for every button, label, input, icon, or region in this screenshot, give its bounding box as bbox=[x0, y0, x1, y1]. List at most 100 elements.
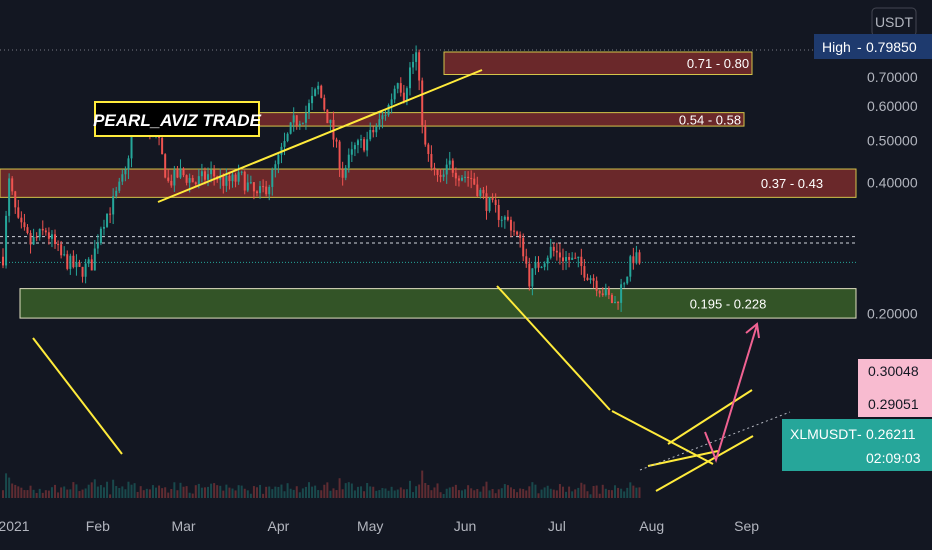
price-axis[interactable]: 0.70000 0.60000 0.50000 0.40000 0.20000 bbox=[867, 69, 918, 321]
volume-bar bbox=[540, 489, 543, 498]
candle-body bbox=[525, 256, 528, 264]
candle-body bbox=[283, 141, 286, 147]
forecast-arrow bbox=[704, 324, 758, 464]
candle-body bbox=[629, 256, 632, 277]
volume-bar bbox=[219, 485, 222, 498]
volume-bar bbox=[436, 483, 439, 498]
candle-body bbox=[112, 196, 115, 215]
volume-bar bbox=[32, 489, 35, 498]
volume-bar bbox=[286, 483, 289, 498]
volume-bar bbox=[197, 483, 200, 498]
volume-bar bbox=[54, 484, 57, 498]
candle-body bbox=[11, 178, 14, 192]
volume-bar bbox=[69, 489, 72, 498]
volume-bar bbox=[121, 486, 124, 498]
volume-bar bbox=[405, 489, 408, 498]
volume-bar bbox=[555, 490, 558, 498]
zone-3 bbox=[19, 288, 857, 319]
volume-bar bbox=[148, 489, 151, 498]
volume-bar bbox=[586, 491, 589, 498]
volume-bar bbox=[577, 487, 580, 498]
volume-bar bbox=[369, 486, 372, 498]
candle-body bbox=[182, 168, 185, 176]
watermark-logo: PEARL_AVIZ TRADE bbox=[93, 111, 261, 130]
zone-labels: 0.71 - 0.80 0.54 - 0.58 0.37 - 0.43 0.195 -… bbox=[679, 56, 823, 311]
candle-body bbox=[467, 176, 470, 179]
candle-body bbox=[583, 266, 586, 278]
candle-body bbox=[445, 164, 448, 175]
volume-bar bbox=[390, 486, 393, 498]
volume-bar bbox=[424, 483, 427, 498]
zone-label-0: 0.71 - 0.80 bbox=[687, 56, 749, 71]
candle-body bbox=[252, 182, 255, 192]
volume-bar bbox=[124, 489, 127, 498]
candle-body bbox=[543, 263, 546, 267]
candle-body bbox=[78, 262, 81, 267]
candle-body bbox=[109, 213, 112, 215]
candle-body bbox=[451, 160, 454, 173]
candle-body bbox=[399, 83, 402, 93]
volume-bar bbox=[433, 487, 436, 498]
volume-bar bbox=[35, 492, 38, 498]
y-tick-label-4: 0.20000 bbox=[867, 305, 918, 321]
candle-body bbox=[366, 139, 369, 151]
volume-bar bbox=[552, 489, 555, 498]
volume-bar bbox=[592, 485, 595, 498]
volume-bar bbox=[158, 485, 161, 498]
volume-bar bbox=[620, 488, 623, 498]
candle-body bbox=[418, 52, 421, 81]
trendline-feb-may-up bbox=[157, 69, 483, 203]
candle-body bbox=[314, 89, 317, 96]
candle-body bbox=[185, 175, 188, 183]
x-tick-label-2: Mar bbox=[171, 518, 195, 534]
candle-body bbox=[200, 171, 203, 177]
forecast-arrowhead bbox=[745, 322, 760, 339]
candle-body bbox=[402, 92, 405, 101]
time-axis[interactable]: 2021 Feb Mar Apr May Jun Jul Aug Sep bbox=[0, 518, 759, 534]
volume-bar bbox=[418, 484, 421, 498]
volume-bar bbox=[332, 488, 335, 498]
volume-bar bbox=[240, 485, 243, 498]
volume-bar bbox=[203, 487, 206, 498]
candle-body bbox=[387, 105, 390, 115]
candle-body bbox=[457, 178, 460, 181]
candle-body bbox=[491, 197, 494, 200]
candle-body bbox=[381, 115, 384, 120]
candle-body bbox=[225, 175, 228, 186]
candle-body bbox=[497, 204, 500, 220]
candle-body bbox=[32, 236, 35, 245]
volume-bar bbox=[265, 486, 268, 498]
candle-body bbox=[405, 88, 408, 101]
volume-bar bbox=[439, 492, 442, 498]
volume-bar bbox=[194, 485, 197, 498]
last-price-tag bbox=[782, 419, 932, 471]
volume-bar bbox=[5, 473, 8, 498]
volume-bar bbox=[314, 485, 317, 498]
candle-body bbox=[537, 262, 540, 268]
zone-0 bbox=[443, 51, 753, 75]
candle-body bbox=[127, 158, 130, 170]
volume-bar bbox=[320, 490, 323, 498]
volume-bar bbox=[500, 488, 503, 498]
candle-body bbox=[614, 302, 616, 304]
volume-bar bbox=[231, 488, 234, 498]
trendline-jan-down bbox=[32, 337, 123, 455]
candle-body bbox=[412, 61, 415, 68]
candle-body bbox=[265, 186, 268, 195]
candle-body bbox=[161, 137, 164, 155]
volume-bar bbox=[289, 488, 292, 498]
volume-bar bbox=[17, 486, 20, 498]
volume-bar bbox=[179, 482, 182, 498]
volume-bar bbox=[228, 487, 231, 498]
volume-bar bbox=[561, 486, 564, 498]
volume-bar bbox=[396, 489, 399, 498]
candle-body bbox=[243, 171, 246, 191]
volume-bar bbox=[402, 489, 405, 498]
candle-body bbox=[26, 227, 29, 234]
candle-body bbox=[271, 169, 274, 187]
volume-bar bbox=[513, 489, 516, 498]
volume-bar bbox=[191, 493, 194, 498]
trend-drawings bbox=[32, 69, 791, 492]
candle-body bbox=[494, 199, 497, 205]
